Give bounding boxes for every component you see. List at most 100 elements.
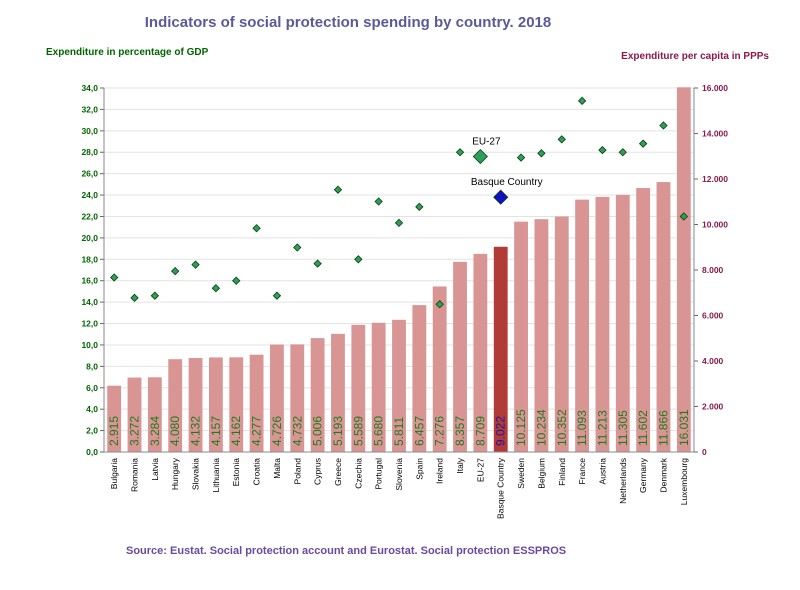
x-axis-tick-label: Hungary <box>170 457 180 490</box>
bar-value-label: 11.305 <box>616 410 630 446</box>
bar-luxembourg <box>676 87 691 453</box>
x-axis-tick-label: Denmark <box>658 457 668 492</box>
bar-cyprus <box>310 338 325 452</box>
bar-france <box>575 199 590 452</box>
bar-latvia <box>147 377 162 452</box>
x-axis-tick-label: Sweden <box>516 458 526 489</box>
bar-value-label: 8.357 <box>453 416 467 446</box>
bar-slovenia <box>392 319 406 452</box>
left-axis-tick-label: 10,0 <box>81 340 98 350</box>
bar-value-label: 2.915 <box>107 416 121 446</box>
bar-lithuania <box>208 357 223 452</box>
x-axis-tick-label: Bulgaria <box>109 458 119 489</box>
bar-italy <box>453 261 467 452</box>
left-axis-tick-label: 2,0 <box>86 426 98 436</box>
bar-spain <box>412 305 427 452</box>
gdp-marker-ireland <box>435 300 444 309</box>
gdp-marker-croatia <box>252 224 261 233</box>
right-axis-tick-label: 10.000 <box>702 220 728 230</box>
bar-estonia <box>229 357 244 452</box>
x-axis-tick-label: Latvia <box>150 458 160 481</box>
x-axis-tick-label: France <box>577 458 587 485</box>
x-axis-tick-label: Belgium <box>536 458 546 489</box>
x-axis-tick-label: Greece <box>333 458 343 486</box>
gdp-marker-poland <box>293 243 302 252</box>
gdp-marker-france <box>577 96 587 106</box>
left-axis-tick-label: 32,0 <box>81 104 98 114</box>
bar-value-label: 6.457 <box>412 416 426 446</box>
x-axis-tick-label: Croatia <box>252 458 262 486</box>
x-axis-tick-label: Finland <box>557 458 567 486</box>
x-axis-tick-label: Luxembourg <box>679 458 689 506</box>
bar-value-label: 11.093 <box>575 410 589 446</box>
right-axis-tick-label: 16.000 <box>702 83 728 93</box>
bar-czechia <box>351 324 366 452</box>
bar-value-label: 4.132 <box>189 416 203 446</box>
bar-value-label: 5.680 <box>372 416 386 446</box>
gdp-marker-malta <box>272 291 282 300</box>
x-axis-tick-label: Ireland <box>435 458 445 484</box>
left-axis-tick-label: 28,0 <box>81 147 98 157</box>
bar-value-label: 5.589 <box>351 416 365 446</box>
left-axis-title: Expenditure in percentage of GDP <box>46 47 209 58</box>
annotation-eu-27: EU-27 <box>472 137 501 148</box>
left-axis-tick-label: 24,0 <box>81 190 98 200</box>
gdp-marker-lithuania <box>211 284 221 293</box>
right-axis-tick-label: 6.000 <box>702 311 724 321</box>
x-axis-tick-label: Netherlands <box>618 458 628 504</box>
x-axis-tick-label: Spain <box>414 458 424 480</box>
gdp-marker-belgium <box>537 149 546 158</box>
bar-germany <box>636 188 651 452</box>
gdp-marker-luxembourg <box>679 212 688 221</box>
gdp-marker-hungary <box>171 266 180 276</box>
gdp-marker-eu-27 <box>472 148 488 165</box>
gdp-marker-slovenia <box>394 218 404 228</box>
left-axis-tick-label: 16,0 <box>81 276 98 286</box>
bar-belgium <box>534 219 549 452</box>
bar-portugal <box>371 322 386 452</box>
bar-value-label: 4.080 <box>168 416 182 446</box>
x-axis-tick-label: Cyprus <box>313 458 323 485</box>
x-axis-tick-label: Basque Country <box>496 457 506 519</box>
right-axis-tick-label: 0 <box>702 447 707 457</box>
bar-value-label: 11.602 <box>636 410 650 446</box>
bar-croatia <box>249 354 264 452</box>
bars <box>107 87 691 453</box>
x-axis-tick-label: Poland <box>292 458 302 485</box>
bar-value-label: 4.732 <box>290 416 304 446</box>
bar-slovakia <box>188 357 203 452</box>
bar-ireland <box>432 286 447 452</box>
gdp-marker-austria <box>598 145 607 155</box>
bar-sweden <box>514 221 528 452</box>
bar-poland <box>290 344 305 452</box>
x-axis-tick-label: Italy <box>455 457 465 473</box>
gdp-marker-spain <box>415 202 424 212</box>
right-axis-tick-label: 12.000 <box>702 174 728 184</box>
bar-finland <box>554 216 569 452</box>
gdp-marker-netherlands <box>618 148 627 157</box>
x-axis-tick-label: Lithuania <box>211 458 221 493</box>
gdp-marker-latvia <box>150 291 160 300</box>
gdp-marker-cyprus <box>313 259 322 268</box>
bar-basque-country <box>493 246 508 452</box>
bar-value-label: 4.726 <box>270 416 284 446</box>
x-axis-tick-label: Estonia <box>231 458 241 487</box>
gdp-marker-czechia <box>354 255 363 264</box>
gdp-marker-greece <box>333 185 343 194</box>
left-axis-tick-label: 14,0 <box>81 297 98 307</box>
x-axis-tick-label: Slovakia <box>191 458 201 490</box>
source-note: Source: Eustat. Social protection accoun… <box>126 545 566 557</box>
gdp-marker-portugal <box>374 197 383 206</box>
left-axis-tick-label: 4,0 <box>86 404 98 414</box>
left-axis-tick-label: 26,0 <box>81 169 98 179</box>
bar-value-label: 4.157 <box>209 416 223 446</box>
left-axis-tick-label: 6,0 <box>86 383 98 393</box>
right-axis-title: Expenditure per capita in PPPs <box>621 51 769 62</box>
x-axis-tick-label: Czechia <box>353 458 363 489</box>
left-axis-tick-label: 30,0 <box>81 126 98 136</box>
bar-hungary <box>168 359 183 452</box>
gdp-marker-basque-country <box>493 189 509 205</box>
annotation-basque-country: Basque Country <box>471 177 543 188</box>
bar-value-label: 4.277 <box>250 416 264 446</box>
chart-title: Indicators of social protection spending… <box>145 14 551 31</box>
